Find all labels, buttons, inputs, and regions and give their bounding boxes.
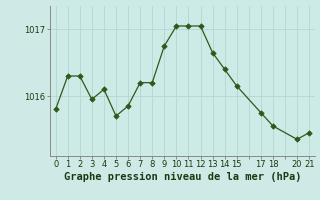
X-axis label: Graphe pression niveau de la mer (hPa): Graphe pression niveau de la mer (hPa) — [64, 172, 301, 182]
